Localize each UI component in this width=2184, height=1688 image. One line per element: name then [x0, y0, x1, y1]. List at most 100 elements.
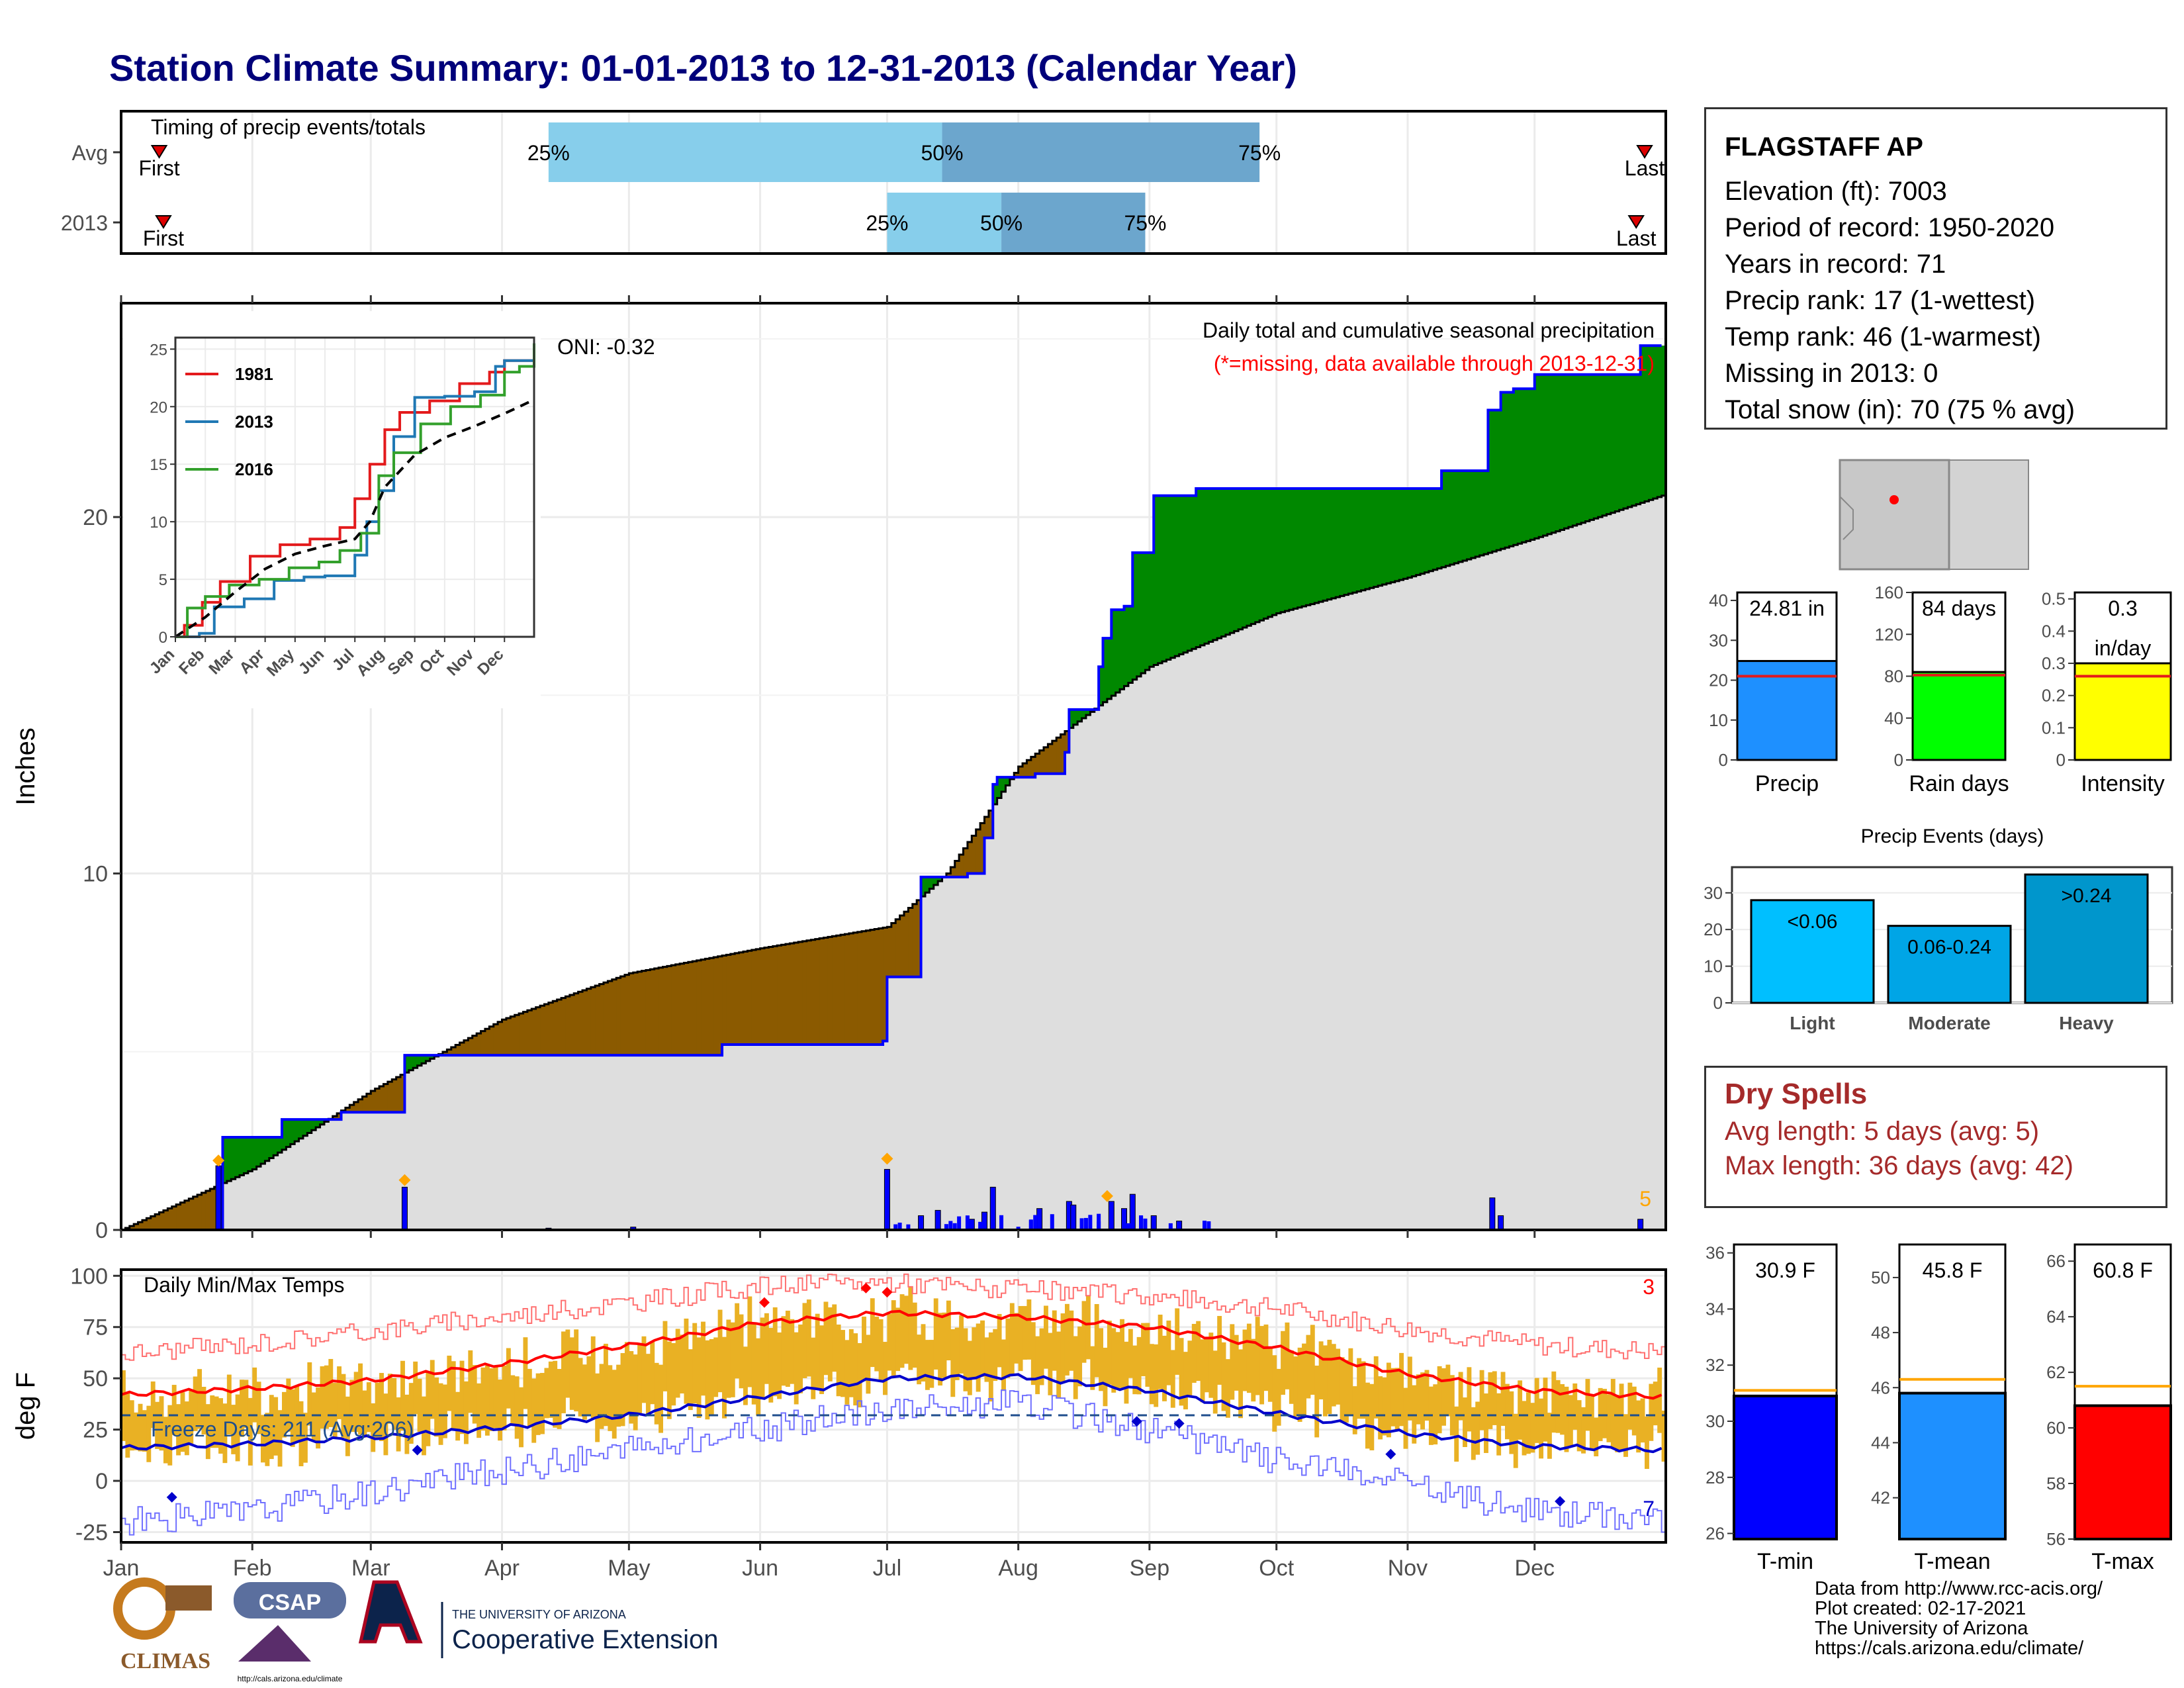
daily-temp-bar [498, 1380, 503, 1441]
temp-xtick-label: May [608, 1556, 650, 1581]
credit-plot-date: Plot created: 02-17-2021 [1815, 1598, 2026, 1619]
cumulative-difference [972, 835, 977, 874]
inset-ytick-label: 0 [159, 629, 167, 647]
daily-temp-bar [231, 1405, 236, 1454]
cumulative-difference [717, 956, 723, 1056]
daily-temp-bar [912, 1302, 917, 1368]
cumulative-difference [1378, 489, 1383, 586]
cumulative-difference [1441, 471, 1447, 567]
daily-precip-bar [1083, 1217, 1088, 1230]
cumulative-difference [375, 1088, 380, 1113]
daily-temp-bar [379, 1373, 384, 1441]
daily-temp-bar [455, 1391, 461, 1441]
cumulative-difference [1424, 489, 1430, 573]
tsum-value-label: 60.8 F [2093, 1258, 2153, 1282]
cumulative-difference [447, 1049, 452, 1056]
daily-temp-bar [756, 1338, 761, 1416]
daily-temp-bar [273, 1397, 279, 1456]
daily-temp-bar [286, 1378, 291, 1432]
daily-temp-bar [1103, 1347, 1108, 1407]
daily-temp-bar [502, 1366, 507, 1430]
daily-precip-bar [1122, 1227, 1126, 1230]
event-category-label: Light [1790, 1013, 1835, 1033]
daily-temp-bar [751, 1323, 756, 1405]
precip-ytick-label: 10 [83, 862, 108, 887]
cumulative-difference [862, 931, 867, 1045]
cumulative-difference [1428, 489, 1433, 571]
daily-temp-bar [134, 1412, 139, 1450]
cumulative-difference [277, 1137, 283, 1153]
daily-temp-bar [383, 1393, 388, 1456]
events-ytick-label: 30 [1704, 883, 1723, 903]
daily-temp-bar [1627, 1382, 1633, 1430]
record-high-marker [860, 1282, 872, 1293]
station-precip-rank: Precip rank: 17 (1-wettest) [1725, 286, 2036, 315]
cumulative-difference [1420, 489, 1426, 574]
cumulative-difference [730, 954, 735, 1045]
daily-temp-bar [1568, 1395, 1573, 1447]
daily-temp-bar [422, 1396, 426, 1456]
record-low-marker [1131, 1416, 1142, 1427]
cumulative-difference [574, 993, 579, 1056]
tsum-ytick-label: 30 [1706, 1411, 1725, 1431]
cumulative-difference [1297, 489, 1302, 608]
record-daily-marker [398, 1174, 411, 1186]
record-low-marker [1173, 1418, 1185, 1429]
cumulative-difference [637, 971, 643, 1056]
summary-ytick-label: 30 [1709, 630, 1728, 650]
event-bar-Light [1750, 899, 1875, 1004]
daily-precip-bar [978, 1221, 983, 1230]
cumulative-difference [1018, 767, 1023, 778]
daily-temp-bar [506, 1348, 511, 1409]
cumulative-difference [557, 999, 562, 1056]
daily-temp-bar [1183, 1352, 1188, 1410]
cumulative-difference [827, 937, 833, 1045]
daily-precip-bar [1202, 1221, 1206, 1230]
daily-precip-bar [1152, 1223, 1156, 1230]
extreme-count: 5 [1639, 1187, 1651, 1211]
daily-temp-bar [1336, 1348, 1341, 1405]
daily-temp-bar [184, 1401, 189, 1456]
daily-temp-bar [1238, 1349, 1244, 1419]
cumulative-difference [477, 1033, 482, 1056]
daily-temp-bar [1251, 1338, 1256, 1402]
daily-temp-bar [743, 1346, 748, 1405]
credit-university: The University of Arizona [1815, 1618, 2028, 1639]
cumulative-difference [1390, 489, 1396, 583]
timing-bar-25-50 [548, 122, 942, 182]
daily-precip-bar [952, 1223, 957, 1230]
daily-temp-bar [1081, 1301, 1087, 1363]
cumulative-difference [1602, 374, 1608, 516]
cumulative-difference [1175, 495, 1180, 657]
daily-temp-bar [493, 1366, 498, 1429]
cumulative-difference [226, 1137, 232, 1182]
daily-temp-bar [1009, 1303, 1015, 1376]
cumulative-difference [349, 1105, 355, 1113]
daily-temp-bar [883, 1342, 887, 1395]
daily-precip-bar [1129, 1194, 1136, 1231]
cumulative-difference [959, 855, 964, 877]
daily-temp-bar [1399, 1352, 1404, 1427]
tsum-ytick-label: 58 [2046, 1474, 2066, 1493]
cumulative-difference [1416, 489, 1421, 575]
record-tmin-line [121, 1389, 1666, 1536]
daily-temp-bar [222, 1403, 228, 1464]
temp-ylabel: deg F [11, 1372, 40, 1440]
summary-bar-Rain days [1911, 671, 2007, 761]
daily-temp-bar [514, 1376, 520, 1439]
daily-temp-bar [1318, 1341, 1324, 1399]
timing-row-label: Avg [71, 141, 108, 165]
cumulative-difference [523, 1011, 528, 1056]
cumulative-difference [417, 1055, 422, 1066]
daily-temp-bar [1179, 1338, 1184, 1406]
cumulative-difference [1449, 471, 1455, 565]
cumulative-difference [1627, 374, 1633, 507]
daily-temp-bar [1500, 1372, 1506, 1426]
daily-temp-bar [1212, 1350, 1218, 1414]
daily-temp-bar [1014, 1313, 1019, 1364]
cumulative-difference [1145, 552, 1150, 671]
daily-temp-bar [1551, 1371, 1557, 1433]
daily-temp-bar [599, 1364, 604, 1429]
cumulative-difference [1547, 374, 1552, 534]
cumulative-difference [1331, 489, 1336, 598]
